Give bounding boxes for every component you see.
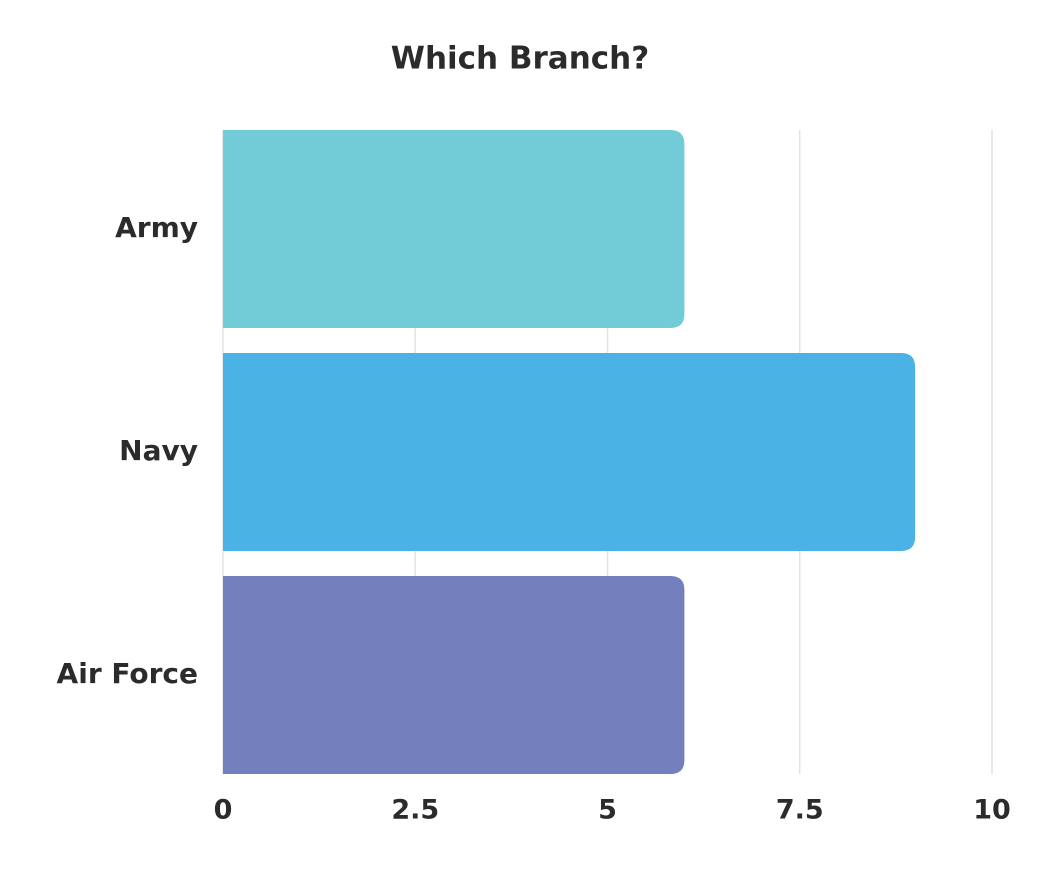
bar [223,130,685,328]
x-tick-label: 0 [214,795,233,826]
x-tick-label: 7.5 [776,795,824,826]
x-tick-label: 5 [598,795,617,826]
bar [223,353,916,551]
y-tick-label: Air Force [57,657,198,690]
chart-title: Which Branch? [391,41,649,77]
bar [223,576,685,774]
y-tick-label: Army [115,211,198,244]
y-tick-label: Navy [119,434,198,467]
x-tick-label: 10 [973,795,1011,826]
x-tick-label: 2.5 [391,795,439,826]
